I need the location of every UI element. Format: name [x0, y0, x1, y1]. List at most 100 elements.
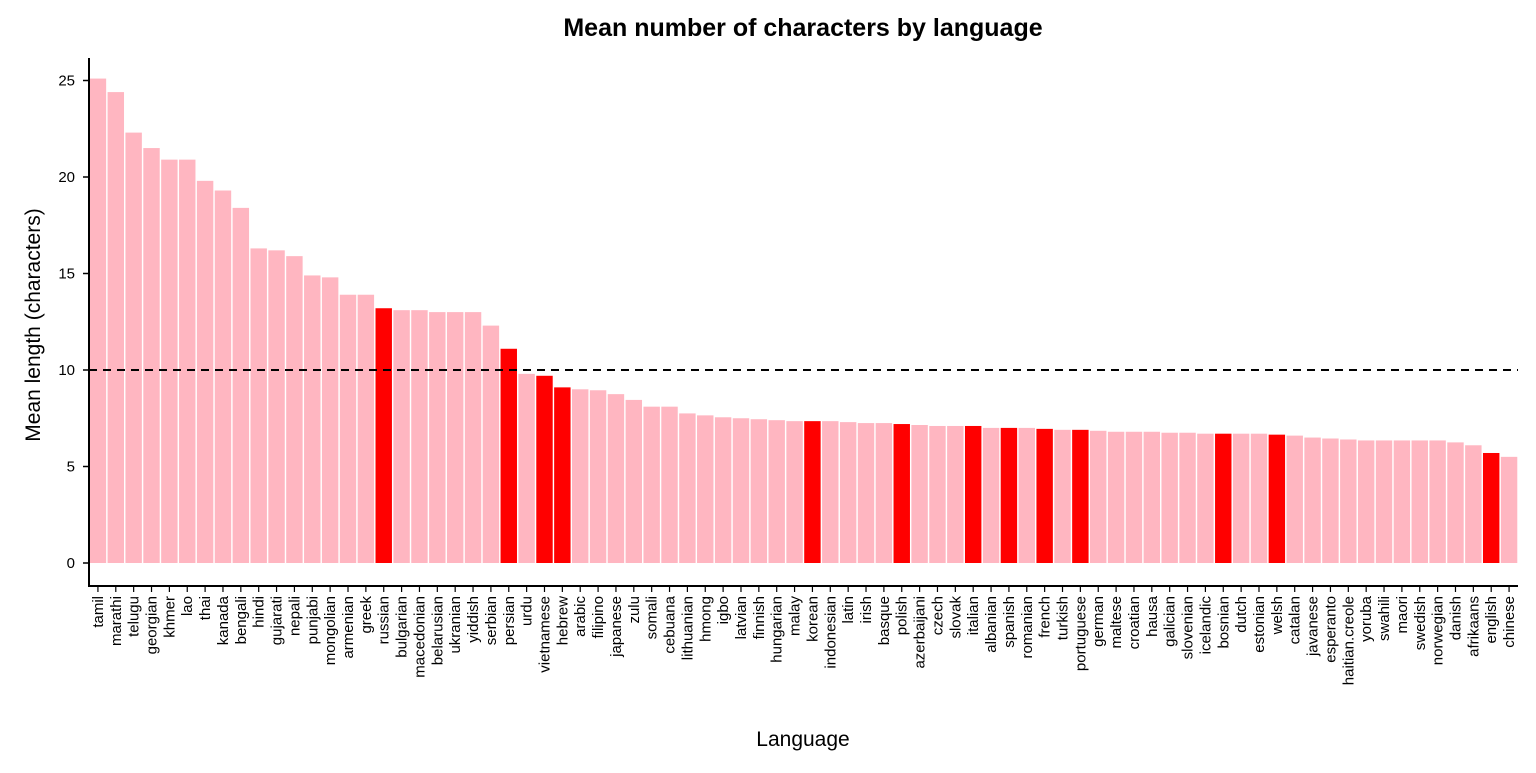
x-tick-label-portuguese: portuguese [1072, 596, 1089, 671]
bar-javanese [1304, 437, 1321, 563]
bar-thai [196, 180, 214, 564]
bar-romanian [1018, 427, 1035, 563]
y-axis-title: Mean length (characters) [22, 208, 45, 441]
bar-japanese [607, 394, 625, 564]
bar-afrikaans [1465, 445, 1482, 563]
x-tick-label-lithuanian: lithuanian [679, 596, 696, 660]
bar-catalan [1286, 435, 1303, 563]
bar-bulgarian [393, 310, 410, 563]
x-tick-label-persian: persian [501, 596, 518, 645]
bar-portuguese [1072, 429, 1089, 563]
y-tick-label: 20 [58, 169, 75, 186]
bar-czech [929, 425, 946, 563]
x-tick-label-english: english [1483, 596, 1500, 644]
x-tick-label-croatian: croatian [1126, 596, 1143, 649]
bar-lao [179, 159, 196, 563]
bar-hausa [1143, 431, 1161, 563]
bar-yoruba [1357, 440, 1375, 563]
bar-armenian [339, 294, 357, 563]
bar-somali [643, 406, 660, 563]
x-tick-label-somali: somali [644, 596, 661, 639]
axes-group [88, 58, 1518, 587]
x-tick-label-macedonian: macedonian [411, 596, 428, 678]
x-tick-label-welsh: welsh [1269, 596, 1286, 635]
bar-croatian [1125, 431, 1143, 563]
x-tick-label-hmong: hmong [697, 596, 714, 642]
x-tick-label-javanese: javanese [1305, 596, 1322, 657]
bar-latin [839, 422, 857, 563]
x-tick-label-norwegian: norwegian [1430, 596, 1447, 665]
y-tick-label: 0 [67, 555, 75, 572]
bar-turkish [1054, 429, 1071, 563]
x-tick-label-swedish: swedish [1412, 596, 1429, 650]
bar-malay [786, 421, 803, 563]
bar-nepali [286, 256, 303, 563]
bar-yiddish [464, 312, 482, 563]
bar-dutch [1232, 433, 1250, 563]
x-tick-label-bosnian: bosnian [1215, 596, 1232, 649]
bar-icelandic [1197, 433, 1214, 563]
bar-maori [1393, 440, 1411, 563]
x-tick-label-urdu: urdu [519, 596, 536, 626]
y-tick-label: 25 [58, 73, 75, 90]
x-tick-label-mongolian: mongolian [322, 596, 339, 665]
x-tick-label-swahili: swahili [1376, 596, 1393, 641]
x-tick-label-telugu: telugu [126, 596, 143, 637]
x-tick-label-slovenian: slovenian [1180, 596, 1197, 659]
bar-finnish [750, 419, 768, 563]
bar-estonian [1250, 433, 1268, 563]
x-tick-label-azerbaijani: azerbaijani [912, 596, 929, 669]
x-tick-label-punjabi: punjabi [304, 596, 321, 644]
x-tick-label-italian: italian [965, 596, 982, 635]
bar-igbo [714, 417, 732, 563]
x-tick-label-maltese: maltese [1108, 596, 1125, 649]
x-tick-label-igbo: igbo [715, 596, 732, 624]
x-tick-label-danish: danish [1447, 596, 1464, 640]
bar-basque [875, 423, 893, 563]
bar-telugu [125, 132, 142, 564]
x-tick-label-japanese: japanese [608, 596, 625, 658]
bar-macedonian [411, 310, 428, 563]
x-tick-label-malay: malay [787, 596, 804, 637]
bars-group [89, 78, 1518, 564]
x-tick-label-bengali: bengali [233, 596, 250, 644]
bar-ukranian [446, 312, 464, 563]
bar-maltese [1107, 431, 1125, 563]
bar-albanian [982, 427, 1000, 563]
bar-english [1482, 452, 1500, 563]
y-tick-label: 10 [58, 362, 75, 379]
x-tick-label-latin: latin [840, 596, 857, 624]
x-tick-label-slovak: slovak [947, 596, 964, 639]
bar-slovak [947, 425, 964, 563]
x-tick-label-tamil: tamil [90, 596, 107, 628]
x-tick-label-latvian: latvian [733, 596, 750, 639]
x-tick-label-galician: galician [1162, 596, 1179, 647]
bar-korean [804, 421, 821, 563]
bar-mongolian [321, 277, 339, 563]
x-tick-label-georgian: georgian [144, 596, 161, 654]
bar-marathi [107, 92, 125, 563]
x-tick-label-hungarian: hungarian [769, 596, 786, 663]
bar-haitian.creole [1340, 439, 1357, 563]
y-ticks-group: 0 5 10 15 20 25 [58, 73, 89, 572]
bar-urdu [518, 373, 535, 563]
chart-title: Mean number of characters by language [563, 14, 1042, 42]
bar-cebuana [661, 406, 678, 563]
x-tick-label-yiddish: yiddish [465, 596, 482, 643]
x-tick-label-dutch: dutch [1233, 596, 1250, 633]
x-tick-label-afrikaans: afrikaans [1465, 596, 1482, 657]
x-tick-label-czech: czech [929, 596, 946, 635]
x-axis-title: Language [756, 728, 849, 751]
bar-norwegian [1429, 440, 1446, 563]
x-tick-label-hausa: hausa [1144, 595, 1161, 637]
x-tick-label-chinese: chinese [1501, 596, 1518, 648]
x-tick-label-german: german [1090, 596, 1107, 647]
bar-filipino [589, 390, 607, 563]
bar-hebrew [554, 387, 571, 563]
x-tick-label-romanian: romanian [1019, 596, 1036, 659]
x-tick-label-kanada: kanada [215, 595, 232, 645]
bar-khmer [161, 159, 178, 563]
bar-italian [964, 425, 982, 563]
x-tick-label-russian: russian [376, 596, 393, 644]
x-tick-label-nepali: nepali [286, 596, 303, 636]
